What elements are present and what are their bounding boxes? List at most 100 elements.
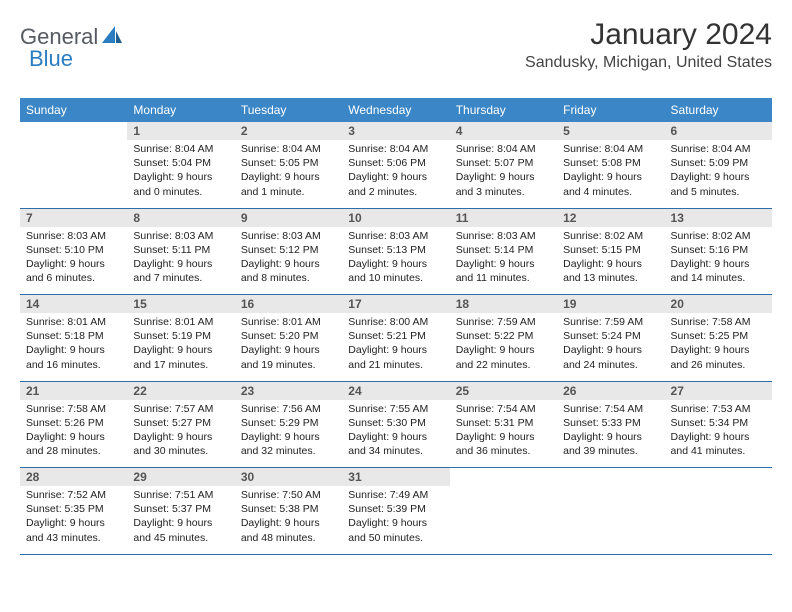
daylight-text: Daylight: 9 hours and 17 minutes. bbox=[133, 343, 228, 371]
day-cell: Sunrise: 7:59 AMSunset: 5:22 PMDaylight:… bbox=[450, 313, 557, 381]
daylight-text: Daylight: 9 hours and 32 minutes. bbox=[241, 430, 336, 458]
sunrise-text: Sunrise: 8:03 AM bbox=[241, 229, 336, 243]
day-cell: Sunrise: 8:04 AMSunset: 5:07 PMDaylight:… bbox=[450, 140, 557, 208]
day-cell: Sunrise: 7:54 AMSunset: 5:31 PMDaylight:… bbox=[450, 400, 557, 468]
day-number: 2 bbox=[235, 122, 342, 140]
day-cell: Sunrise: 8:03 AMSunset: 5:10 PMDaylight:… bbox=[20, 227, 127, 295]
daylight-text: Daylight: 9 hours and 41 minutes. bbox=[671, 430, 766, 458]
daylight-text: Daylight: 9 hours and 30 minutes. bbox=[133, 430, 228, 458]
sunset-text: Sunset: 5:09 PM bbox=[671, 156, 766, 170]
sunrise-text: Sunrise: 8:00 AM bbox=[348, 315, 443, 329]
sunset-text: Sunset: 5:06 PM bbox=[348, 156, 443, 170]
day-cell: Sunrise: 8:04 AMSunset: 5:09 PMDaylight:… bbox=[665, 140, 772, 208]
sunrise-text: Sunrise: 8:03 AM bbox=[26, 229, 121, 243]
sunrise-text: Sunrise: 7:59 AM bbox=[563, 315, 658, 329]
day-cell: Sunrise: 8:02 AMSunset: 5:15 PMDaylight:… bbox=[557, 227, 664, 295]
sunset-text: Sunset: 5:31 PM bbox=[456, 416, 551, 430]
day-number: 18 bbox=[450, 295, 557, 314]
day-cell: Sunrise: 8:01 AMSunset: 5:20 PMDaylight:… bbox=[235, 313, 342, 381]
daylight-text: Daylight: 9 hours and 10 minutes. bbox=[348, 257, 443, 285]
month-title: January 2024 bbox=[525, 18, 772, 52]
day-number: 14 bbox=[20, 295, 127, 314]
day-cell: Sunrise: 7:52 AMSunset: 5:35 PMDaylight:… bbox=[20, 486, 127, 554]
sunrise-text: Sunrise: 7:49 AM bbox=[348, 488, 443, 502]
day-number: 1 bbox=[127, 122, 234, 140]
daylight-text: Daylight: 9 hours and 8 minutes. bbox=[241, 257, 336, 285]
day-number: 25 bbox=[450, 381, 557, 400]
sunrise-text: Sunrise: 8:04 AM bbox=[241, 142, 336, 156]
day-number-row: 78910111213 bbox=[20, 208, 772, 227]
day-number bbox=[450, 468, 557, 487]
weekday-header-row: Sunday Monday Tuesday Wednesday Thursday… bbox=[20, 98, 772, 122]
day-cell: Sunrise: 7:53 AMSunset: 5:34 PMDaylight:… bbox=[665, 400, 772, 468]
sunset-text: Sunset: 5:38 PM bbox=[241, 502, 336, 516]
daylight-text: Daylight: 9 hours and 24 minutes. bbox=[563, 343, 658, 371]
day-number: 9 bbox=[235, 208, 342, 227]
sunrise-text: Sunrise: 7:53 AM bbox=[671, 402, 766, 416]
day-cell: Sunrise: 7:50 AMSunset: 5:38 PMDaylight:… bbox=[235, 486, 342, 554]
sunset-text: Sunset: 5:39 PM bbox=[348, 502, 443, 516]
daylight-text: Daylight: 9 hours and 43 minutes. bbox=[26, 516, 121, 544]
day-number: 7 bbox=[20, 208, 127, 227]
sunset-text: Sunset: 5:37 PM bbox=[133, 502, 228, 516]
sunset-text: Sunset: 5:05 PM bbox=[241, 156, 336, 170]
logo-text-blue-wrap: Blue bbox=[29, 46, 73, 72]
day-cell: Sunrise: 8:04 AMSunset: 5:04 PMDaylight:… bbox=[127, 140, 234, 208]
day-cell: Sunrise: 8:04 AMSunset: 5:06 PMDaylight:… bbox=[342, 140, 449, 208]
sunset-text: Sunset: 5:35 PM bbox=[26, 502, 121, 516]
daylight-text: Daylight: 9 hours and 2 minutes. bbox=[348, 170, 443, 198]
daylight-text: Daylight: 9 hours and 26 minutes. bbox=[671, 343, 766, 371]
day-number: 27 bbox=[665, 381, 772, 400]
sunrise-text: Sunrise: 7:58 AM bbox=[26, 402, 121, 416]
weekday-header: Wednesday bbox=[342, 98, 449, 122]
sunset-text: Sunset: 5:16 PM bbox=[671, 243, 766, 257]
sunrise-text: Sunrise: 7:54 AM bbox=[563, 402, 658, 416]
day-cell: Sunrise: 8:02 AMSunset: 5:16 PMDaylight:… bbox=[665, 227, 772, 295]
day-cell: Sunrise: 8:03 AMSunset: 5:13 PMDaylight:… bbox=[342, 227, 449, 295]
day-cell: Sunrise: 8:04 AMSunset: 5:08 PMDaylight:… bbox=[557, 140, 664, 208]
sunrise-text: Sunrise: 7:55 AM bbox=[348, 402, 443, 416]
daylight-text: Daylight: 9 hours and 6 minutes. bbox=[26, 257, 121, 285]
weekday-header: Monday bbox=[127, 98, 234, 122]
sunset-text: Sunset: 5:18 PM bbox=[26, 329, 121, 343]
daylight-text: Daylight: 9 hours and 4 minutes. bbox=[563, 170, 658, 198]
day-number: 17 bbox=[342, 295, 449, 314]
sunset-text: Sunset: 5:24 PM bbox=[563, 329, 658, 343]
daylight-text: Daylight: 9 hours and 7 minutes. bbox=[133, 257, 228, 285]
daylight-text: Daylight: 9 hours and 50 minutes. bbox=[348, 516, 443, 544]
day-cell: Sunrise: 7:58 AMSunset: 5:26 PMDaylight:… bbox=[20, 400, 127, 468]
day-number: 4 bbox=[450, 122, 557, 140]
sunrise-text: Sunrise: 7:57 AM bbox=[133, 402, 228, 416]
day-number bbox=[557, 468, 664, 487]
day-cell: Sunrise: 7:58 AMSunset: 5:25 PMDaylight:… bbox=[665, 313, 772, 381]
sunset-text: Sunset: 5:04 PM bbox=[133, 156, 228, 170]
sunset-text: Sunset: 5:33 PM bbox=[563, 416, 658, 430]
sunrise-text: Sunrise: 7:56 AM bbox=[241, 402, 336, 416]
sunrise-text: Sunrise: 8:03 AM bbox=[456, 229, 551, 243]
weekday-header: Tuesday bbox=[235, 98, 342, 122]
daylight-text: Daylight: 9 hours and 19 minutes. bbox=[241, 343, 336, 371]
sunset-text: Sunset: 5:14 PM bbox=[456, 243, 551, 257]
day-cell: Sunrise: 8:03 AMSunset: 5:11 PMDaylight:… bbox=[127, 227, 234, 295]
sunset-text: Sunset: 5:27 PM bbox=[133, 416, 228, 430]
sunset-text: Sunset: 5:15 PM bbox=[563, 243, 658, 257]
daylight-text: Daylight: 9 hours and 14 minutes. bbox=[671, 257, 766, 285]
sunset-text: Sunset: 5:12 PM bbox=[241, 243, 336, 257]
sunrise-text: Sunrise: 8:02 AM bbox=[671, 229, 766, 243]
sunrise-text: Sunrise: 7:50 AM bbox=[241, 488, 336, 502]
day-cell bbox=[20, 140, 127, 208]
daylight-text: Daylight: 9 hours and 48 minutes. bbox=[241, 516, 336, 544]
sunset-text: Sunset: 5:10 PM bbox=[26, 243, 121, 257]
day-number: 13 bbox=[665, 208, 772, 227]
day-number: 29 bbox=[127, 468, 234, 487]
location: Sandusky, Michigan, United States bbox=[525, 54, 772, 72]
day-number: 10 bbox=[342, 208, 449, 227]
sunset-text: Sunset: 5:34 PM bbox=[671, 416, 766, 430]
sunrise-text: Sunrise: 8:04 AM bbox=[671, 142, 766, 156]
day-number: 12 bbox=[557, 208, 664, 227]
daylight-text: Daylight: 9 hours and 5 minutes. bbox=[671, 170, 766, 198]
day-number: 28 bbox=[20, 468, 127, 487]
weekday-header: Sunday bbox=[20, 98, 127, 122]
sunrise-text: Sunrise: 7:51 AM bbox=[133, 488, 228, 502]
day-number-row: 28293031 bbox=[20, 468, 772, 487]
